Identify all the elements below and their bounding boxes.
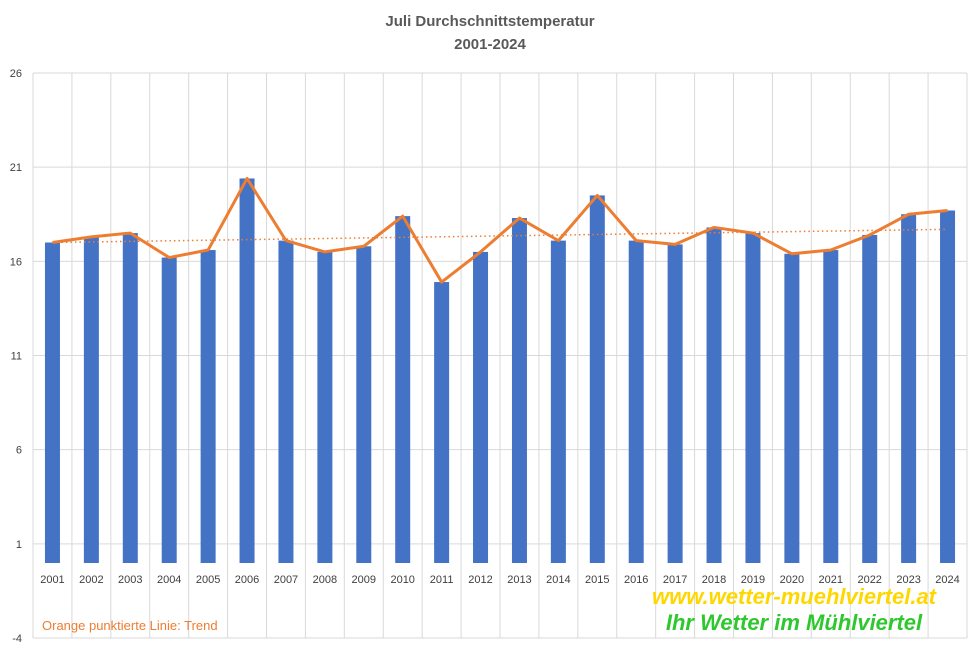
x-tick-label: 2021 — [819, 574, 843, 586]
trend-line — [52, 228, 948, 244]
x-tick-label: 2012 — [468, 574, 492, 586]
x-tick-label: 2013 — [507, 574, 531, 586]
chart-subtitle: 2001-2024 — [454, 36, 526, 53]
x-tick-label: 2001 — [40, 574, 64, 586]
bar — [628, 240, 644, 563]
bar — [278, 240, 294, 563]
x-tick-label: 2015 — [585, 574, 609, 586]
bar — [122, 233, 138, 564]
bar — [317, 251, 333, 563]
bars — [44, 178, 956, 564]
bar — [200, 250, 216, 564]
x-tick-label: 2024 — [935, 574, 959, 586]
x-tick-label: 2022 — [857, 574, 881, 586]
bar — [44, 242, 60, 563]
x-tick-label: 2003 — [118, 574, 142, 586]
series-line — [52, 176, 948, 284]
chart-title: Juli Durchschnittstemperatur — [385, 13, 594, 30]
bar — [940, 210, 956, 563]
watermark-url: www.wetter-muehlviertel.at — [652, 584, 938, 609]
x-tick-label: 2007 — [274, 574, 298, 586]
watermark-slogan: Ihr Wetter im Mühlviertel — [666, 610, 923, 635]
y-tick-label: 21 — [10, 162, 22, 174]
y-tick-label: 6 — [16, 445, 22, 457]
bar — [745, 233, 761, 564]
y-tick-label: 16 — [10, 256, 22, 268]
bar — [395, 216, 411, 563]
grid — [32, 72, 968, 639]
y-tick-label: 11 — [11, 351, 22, 363]
bar — [550, 240, 566, 563]
bar — [901, 214, 917, 563]
x-tick-label: 2023 — [896, 574, 920, 586]
x-tick-label: 2008 — [313, 574, 337, 586]
bar — [83, 236, 99, 563]
x-tick-label: 2018 — [702, 574, 726, 586]
x-tick-label: 2009 — [352, 574, 376, 586]
y-tick-label: 26 — [10, 68, 22, 80]
bar — [589, 195, 605, 563]
x-tick-label: 2017 — [663, 574, 687, 586]
bar — [161, 257, 177, 563]
x-tick-label: 2010 — [390, 574, 414, 586]
trend-annotation: Orange punktierte Linie: Trend — [42, 618, 218, 633]
bar — [862, 234, 878, 563]
temperature-line — [52, 176, 948, 284]
x-tick-label: 2004 — [157, 574, 181, 586]
bar — [706, 227, 722, 563]
x-tick-label: 2016 — [624, 574, 648, 586]
x-tick-label: 2011 — [430, 574, 454, 586]
y-tick-label: 1 — [16, 539, 22, 551]
x-tick-label: 2014 — [546, 574, 570, 586]
x-tick-label: 2020 — [780, 574, 804, 586]
x-axis-ticks: 2001 2002 2003 2004 2005 2006 2007 2008 2009 2010… — [40, 574, 960, 586]
bar — [823, 250, 839, 564]
bar — [356, 246, 372, 563]
bar — [434, 282, 450, 563]
bar — [473, 251, 489, 563]
bar — [511, 218, 527, 563]
y-tick-label: -4 — [12, 633, 22, 645]
x-tick-label: 2019 — [741, 574, 765, 586]
bar — [667, 244, 683, 563]
x-tick-label: 2006 — [235, 574, 259, 586]
bar — [239, 178, 255, 563]
x-tick-label: 2005 — [196, 574, 220, 586]
bar — [784, 253, 800, 564]
x-tick-label: 2002 — [79, 574, 103, 586]
